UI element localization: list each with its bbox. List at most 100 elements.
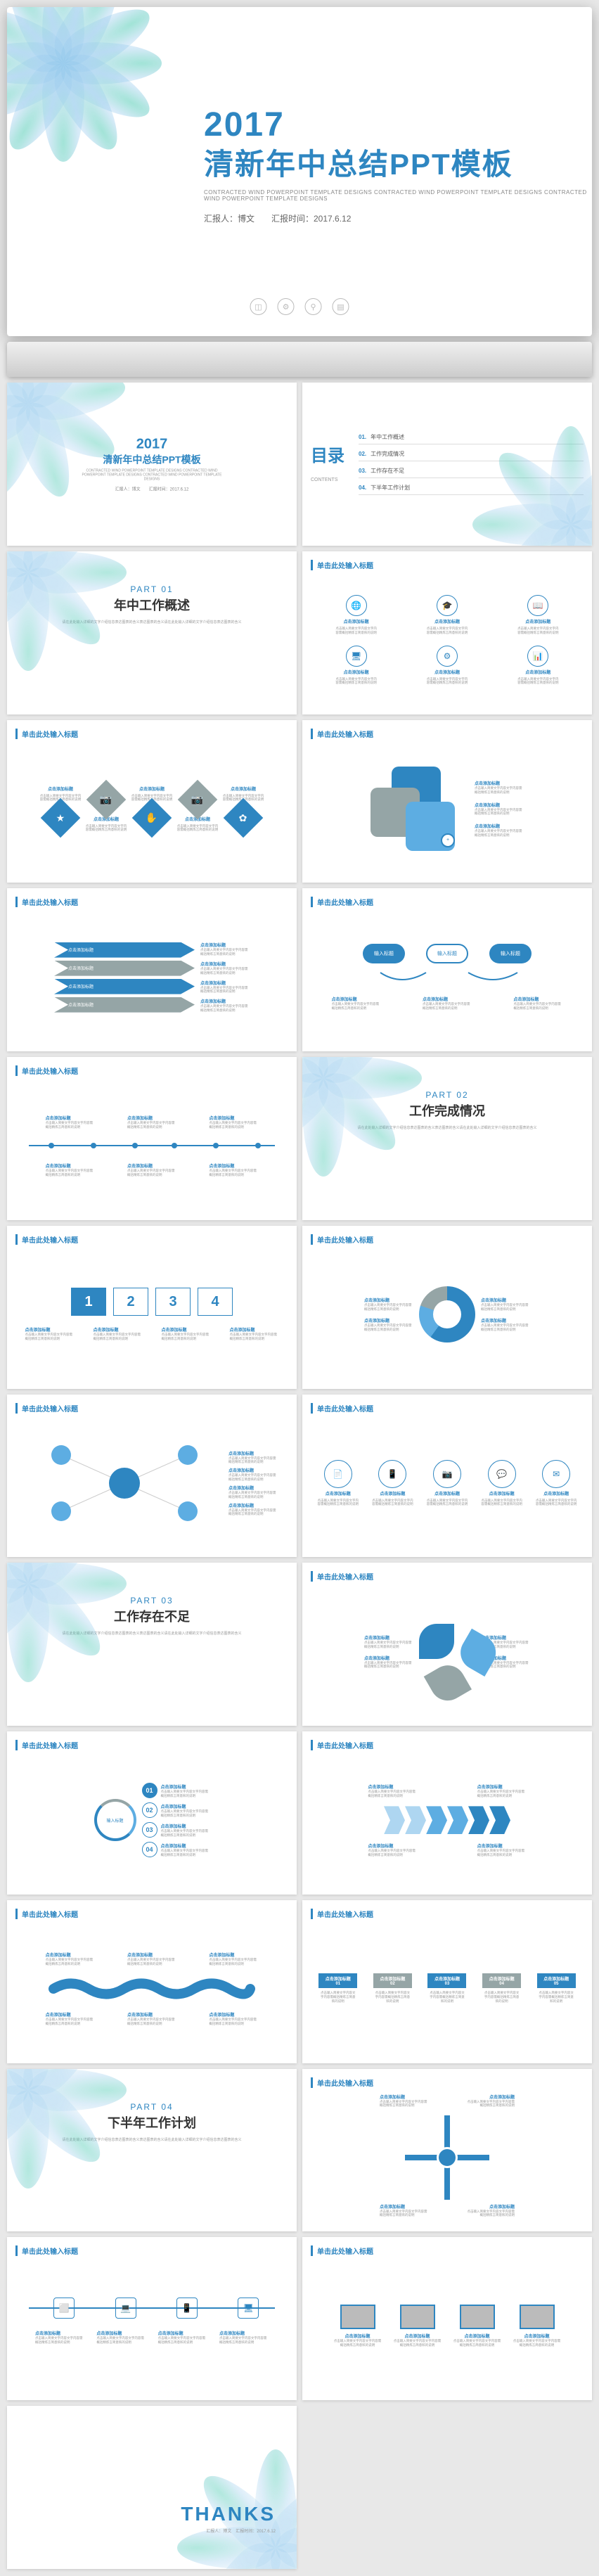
toc-title: 目录CONTENTS	[311, 442, 344, 486]
diamond-icon: 📷	[178, 779, 218, 819]
gear-icon: ⚙	[278, 298, 295, 315]
title-block: 2017 清新年中总结PPT模板 CONTRACTED WIND POWERPO…	[79, 436, 224, 492]
hero-text: 2017 清新年中总结PPT模板 CONTRACTED WIND POWERPO…	[204, 105, 592, 224]
slide-header: 单击此处输入标题	[15, 1909, 288, 1919]
edu-icon: 🎓	[437, 595, 458, 616]
text-item: 点击添加标题点击输入简要文字内容文字内容需概括精炼言简意赅的说明	[209, 2011, 258, 2026]
icon-item: 📷点击添加标题点击输入简要文字内容文字内容需概括精炼言简意赅的说明	[426, 1460, 468, 1507]
slide-process: 单击此处输入标题 输入标题 输入标题 输入标题 点击添加标题点击输入简要文字内容…	[302, 888, 592, 1051]
slide-cross: 单击此处输入标题 点击添加标题点击输入简要文字内容文字内容需概括精炼言简意赅的说…	[302, 2069, 592, 2232]
text-item: 点击添加标题点击输入简要文字内容文字内容需概括精炼言简意赅的说明	[127, 1162, 176, 1177]
slide-header: 单击此处输入标题	[311, 1909, 584, 1919]
slide-section-1: PART 01 年中工作概述 请在此处输入详细的文字介绍信息表达图表的含义表达图…	[7, 551, 297, 715]
icon-item: 📄点击添加标题点击输入简要文字内容文字内容需概括精炼言简意赅的说明	[317, 1460, 359, 1507]
list-item: 02点击添加标题点击输入简要文字内容文字内容需概括精炼言简意赅的说明	[142, 1802, 210, 1818]
text-item: 点击添加标题点击输入简要文字内容文字内容需概括精炼言简意赅的说明	[475, 780, 524, 795]
thanks-meta: 汇报人：博文 汇报时间：2017.6.12	[181, 2527, 276, 2534]
text-item: 点击添加标题点击输入简要文字内容文字内容需概括精炼言简意赅的说明	[209, 1952, 258, 1966]
capsule: 输入标题	[426, 944, 468, 963]
text-item: 点击添加标题点击输入简要文字内容文字内容需概括精炼言简意赅的说明	[200, 998, 250, 1013]
text-item: 点击添加标题点击输入简要文字内容文字内容需概括精炼言简意赅的说明	[230, 1326, 279, 1341]
camera-icon: 📷	[433, 1460, 461, 1488]
text-item: 点击添加标题点击输入简要文字内容文字内容需概括精炼言简意赅的说明	[364, 1317, 413, 1332]
text-item: 点击添加标题点击输入简要文字内容文字内容需概括精炼言简意赅的说明	[46, 1115, 95, 1129]
col-item: 点击添加标题03点击输入简要文字内容文字内容需概括精炼言简意赅的说明	[427, 1973, 466, 2005]
flower-decoration	[7, 2069, 74, 2136]
timeline-line	[29, 1145, 274, 1146]
year: 2017	[79, 436, 224, 452]
text-item: 点击添加标题点击输入简要文字内容文字内容需概括精炼言简意赅的说明	[200, 961, 250, 975]
list-item: 03点击添加标题点击输入简要文字内容文字内容需概括精炼言简意赅的说明	[142, 1822, 210, 1838]
book-icon: 📖	[527, 595, 548, 616]
diamond-icon: ★	[41, 798, 81, 838]
text-item: 点击添加标题点击输入简要文字内容文字内容需概括精炼言简意赅的说明	[200, 942, 250, 956]
flower-decoration	[7, 7, 176, 176]
text-item: 点击添加标题点击输入简要文字内容文字内容需概括精炼言简意赅的说明	[46, 2011, 95, 2026]
text-item: 点击添加标题点击输入简要文字内容文字内容需概括精炼言简意赅的说明	[380, 2094, 429, 2108]
slide-header: 单击此处输入标题	[311, 1571, 584, 1582]
text-item: 点击添加标题点击输入简要文字内容文字内容需概括精炼言简意赅的说明	[364, 1297, 413, 1312]
text-item: 点击添加标题点击输入简要文字内容文字内容需概括精炼言简意赅的说明	[368, 1843, 417, 1857]
slide-5-circles: 单击此处输入标题 📄点击添加标题点击输入简要文字内容文字内容需概括精炼言简意赅的…	[302, 1395, 592, 1558]
hero-meta: 汇报人：博文 汇报时间：2017.6.12	[204, 212, 592, 224]
gear-icon: ⚙	[437, 646, 458, 667]
diamond-item: 点击添加标题点击输入简要文字内容文字内容需概括精炼言简意赅的说明✋	[131, 786, 173, 833]
arrow-item: 点击添加标题	[54, 979, 195, 994]
text-item: 点击添加标题点击输入简要文字内容文字内容需概括精炼言简意赅的说明	[228, 1450, 278, 1465]
col-item: 点击添加标题02点击输入简要文字内容文字内容需概括精炼言简意赅的说明	[373, 1973, 412, 2005]
arrow-list: 点击添加标题 点击添加标题 点击添加标题 点击添加标题	[54, 942, 195, 1013]
text-item: 点击添加标题点击输入简要文字内容文字内容需概括精炼言简意赅的说明	[209, 1162, 258, 1177]
slide-header: 单击此处输入标题	[311, 560, 584, 570]
text-item: 点击添加标题点击输入简要文字内容文字内容需概括精炼言简意赅的说明	[94, 1326, 143, 1341]
slide-header: 单击此处输入标题	[311, 1234, 584, 1245]
slide-frames: 单击此处输入标题 点击添加标题点击输入简要文字内容文字内容需概括精炼言简意赅的说…	[302, 2237, 592, 2400]
chat-icon: 💬	[488, 1460, 516, 1488]
slide-chevrons: 单击此处输入标题 点击添加标题点击输入简要文字内容文字内容需概括精炼言简意赅的说…	[302, 1731, 592, 1895]
monitor-icon: 🖥	[346, 646, 367, 667]
slide-header: 单击此处输入标题	[15, 729, 288, 739]
text-item: 点击添加标题点击输入简要文字内容文字内容需概括精炼言简意赅的说明	[380, 2203, 429, 2218]
search-icon: ⚲	[305, 298, 322, 315]
wave-graphic	[46, 1975, 257, 2003]
diamond-icon: ✋	[132, 798, 172, 838]
globe-icon: 🌐	[346, 595, 367, 616]
slide-section-2: PART 02 工作完成情况 请在此处输入详细的文字介绍信息表达图表的含义表达图…	[302, 1057, 592, 1220]
slide-header: 单击此处输入标题	[311, 897, 584, 907]
phone-icon: 📱	[378, 1460, 406, 1488]
mail-icon: ✉	[542, 1460, 570, 1488]
text-item: 点击添加标题点击输入简要文字内容文字内容需概括精炼言简意赅的说明	[219, 2330, 269, 2345]
frame-item: 点击添加标题点击输入简要文字内容文字内容需概括精炼言简意赅的说明	[333, 2305, 382, 2347]
text-item: 点击添加标题点击输入简要文字内容文字内容需概括精炼言简意赅的说明	[35, 2330, 84, 2345]
slide-squares: 单击此处输入标题 + 点击添加标题点击输入简要文字内容文字内容需概括精炼言简意赅…	[302, 720, 592, 883]
icon-item: 📱点击添加标题点击输入简要文字内容文字内容需概括精炼言简意赅的说明	[371, 1460, 413, 1507]
slide-header: 单击此处输入标题	[15, 1234, 288, 1245]
num-box: 3	[155, 1288, 191, 1316]
text-item: 点击添加标题点击输入简要文字内容文字内容需概括精炼言简意赅的说明	[228, 1467, 278, 1482]
text-item: 点击添加标题点击输入简要文字内容文字内容需概括精炼言简意赅的说明	[127, 1115, 176, 1129]
col-item: 点击添加标题01点击输入简要文字内容文字内容需概括精炼言简意赅的说明	[318, 1973, 357, 2005]
flower-decoration	[525, 479, 592, 546]
slide-pie: 单击此处输入标题 点击添加标题点击输入简要文字内容文字内容需概括精炼言简意赅的说…	[302, 1226, 592, 1389]
slide-6-icons: 单击此处输入标题 🌐点击添加标题点击输入简要文字内容文字内容需概括精炼言简意赅的…	[302, 551, 592, 715]
title: 清新年中总结PPT模板	[79, 452, 224, 466]
text-item: 点击添加标题点击输入简要文字内容文字内容需概括精炼言简意赅的说明	[200, 980, 250, 994]
slide-network: 单击此处输入标题 点击添加标题点击输入简要文字内容文字内容需概括精炼言简意赅的说…	[7, 1395, 297, 1558]
list-item: 04点击添加标题点击输入简要文字内容文字内容需概括精炼言简意赅的说明	[142, 1842, 210, 1857]
num-box: 4	[198, 1288, 233, 1316]
diamond-icon: ✿	[224, 798, 264, 838]
slide-devices: 单击此处输入标题 ⬜ 💻 📱 🖥 点击添加标题点击输入简要文字内容文字内容需概括…	[7, 2237, 297, 2400]
hero-year: 2017	[204, 105, 592, 144]
col-item: 点击添加标题05点击输入简要文字内容文字内容需概括精炼言简意赅的说明	[537, 1973, 576, 2005]
capsule: 输入标题	[363, 944, 405, 963]
slide-header: 单击此处输入标题	[311, 2077, 584, 2088]
slide-numbers: 单击此处输入标题 1 2 3 4 点击添加标题点击输入简要文字内容文字内容需概括…	[7, 1226, 297, 1389]
frame-item: 点击添加标题点击输入简要文字内容文字内容需概括精炼言简意赅的说明	[453, 2305, 502, 2347]
connector	[359, 969, 535, 990]
text-item: 点击添加标题点击输入简要文字内容文字内容需概括精炼言简意赅的说明	[465, 2094, 515, 2108]
keyboard-mockup	[7, 342, 592, 377]
network-graphic	[26, 1434, 223, 1532]
diamond-icon: 📷	[86, 779, 127, 819]
text-item: 点击添加标题点击输入简要文字内容文字内容需概括精炼言简意赅的说明	[46, 1162, 95, 1177]
text-item: 点击添加标题点击输入简要文字内容文字内容需概括精炼言简意赅的说明	[481, 1297, 530, 1312]
slide-header: 单击此处输入标题	[311, 1403, 584, 1414]
